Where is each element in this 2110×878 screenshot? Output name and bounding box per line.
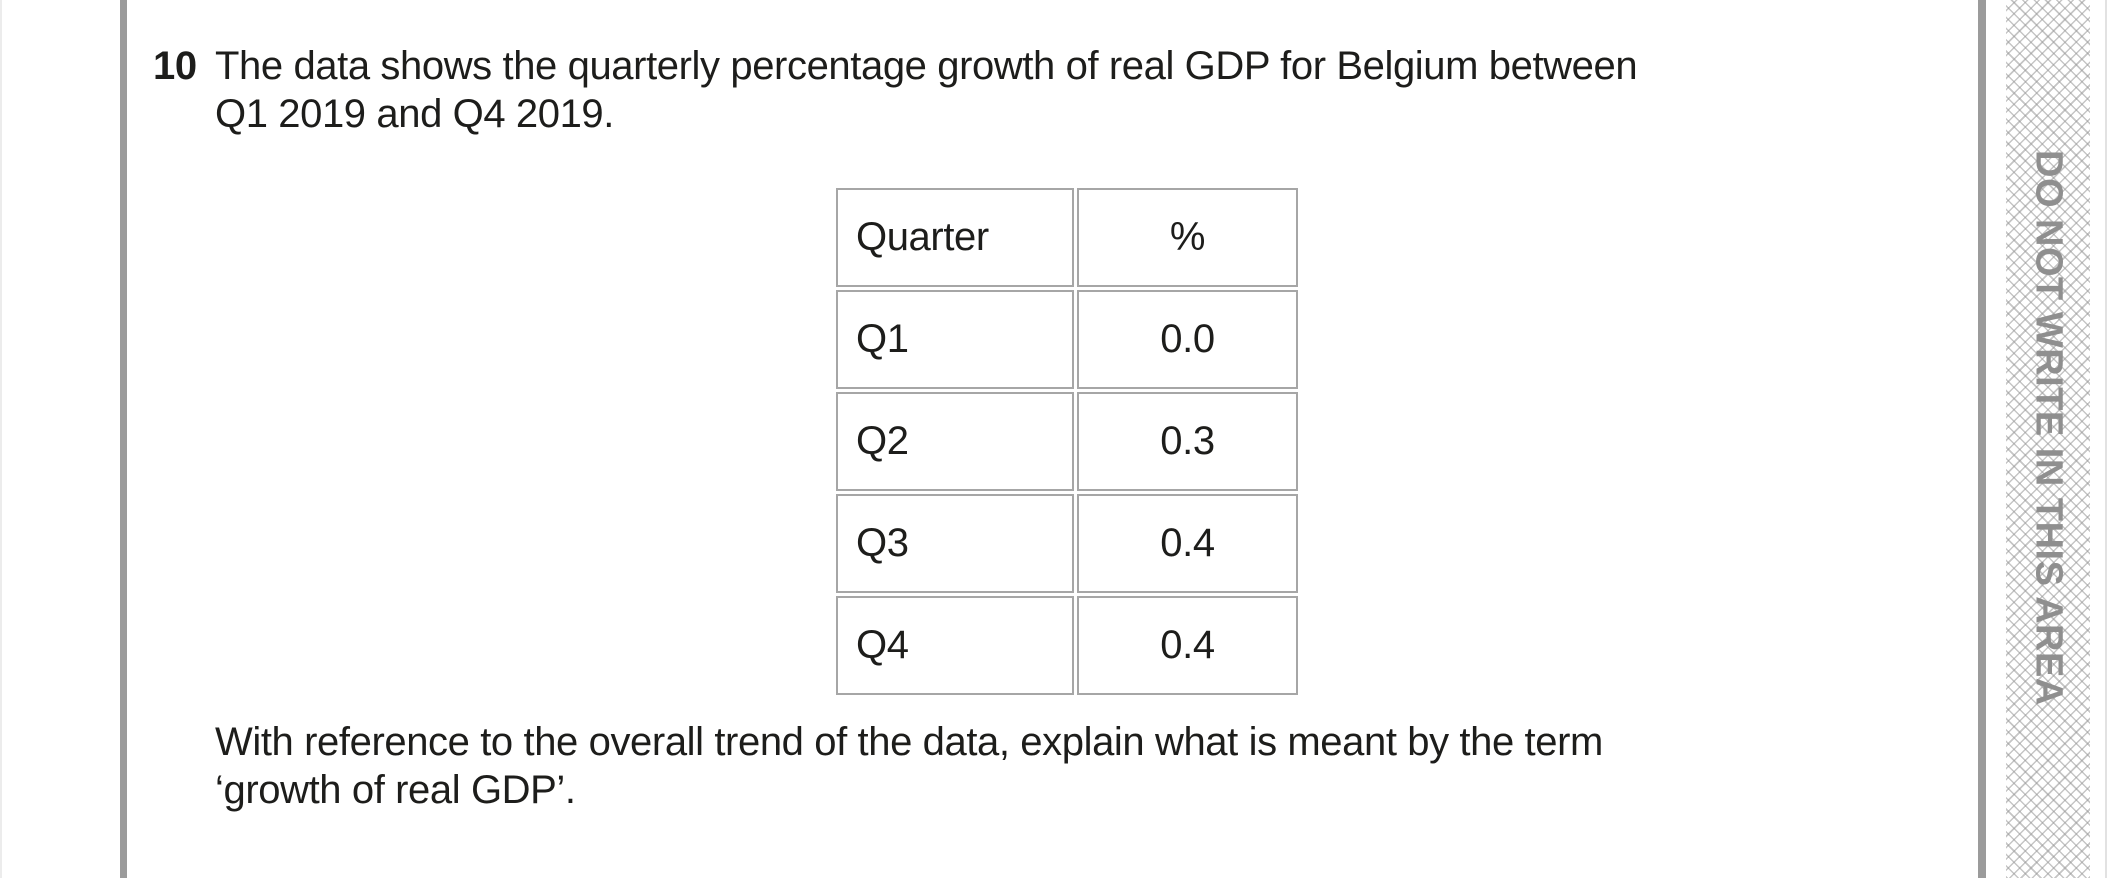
table-header-quarter: Quarter xyxy=(836,188,1074,287)
page-edge-line-right xyxy=(2105,0,2107,878)
question-number: 10 xyxy=(153,44,197,88)
table-row: Q1 0.0 xyxy=(836,290,1298,389)
gdp-growth-table: Quarter % Q1 0.0 Q2 0.3 Q3 0.4 Q4 0.4 xyxy=(833,185,1301,698)
table-cell-quarter: Q4 xyxy=(836,596,1074,695)
table-row: Q2 0.3 xyxy=(836,392,1298,491)
question-block: 10 The data shows the quarterly percenta… xyxy=(153,42,1638,138)
table-cell-value: 0.3 xyxy=(1077,392,1298,491)
question-text: The data shows the quarterly percentage … xyxy=(215,42,1638,138)
do-not-write-label: DO NOT WRITE IN THIS AREA xyxy=(2027,150,2070,706)
question-text-line-2: Q1 2019 and Q4 2019. xyxy=(215,92,614,136)
table-cell-quarter: Q1 xyxy=(836,290,1074,389)
prompt-line-2: ‘growth of real GDP’. xyxy=(215,768,576,812)
table-cell-value: 0.4 xyxy=(1077,494,1298,593)
table-cell-quarter: Q3 xyxy=(836,494,1074,593)
question-prompt: With reference to the overall trend of t… xyxy=(215,718,1603,814)
table-cell-value: 0.0 xyxy=(1077,290,1298,389)
table-header-row: Quarter % xyxy=(836,188,1298,287)
table-cell-value: 0.4 xyxy=(1077,596,1298,695)
table-row: Q3 0.4 xyxy=(836,494,1298,593)
table-row: Q4 0.4 xyxy=(836,596,1298,695)
prompt-line-1: With reference to the overall trend of t… xyxy=(215,720,1603,764)
table-header-percent: % xyxy=(1077,188,1298,287)
right-rule-bar xyxy=(1978,0,1986,878)
left-rule-bar xyxy=(120,0,127,878)
question-text-line-1: The data shows the quarterly percentage … xyxy=(215,44,1638,88)
page-edge-line-left xyxy=(0,0,2,878)
table-cell-quarter: Q2 xyxy=(836,392,1074,491)
do-not-write-area: DO NOT WRITE IN THIS AREA xyxy=(2006,0,2090,878)
